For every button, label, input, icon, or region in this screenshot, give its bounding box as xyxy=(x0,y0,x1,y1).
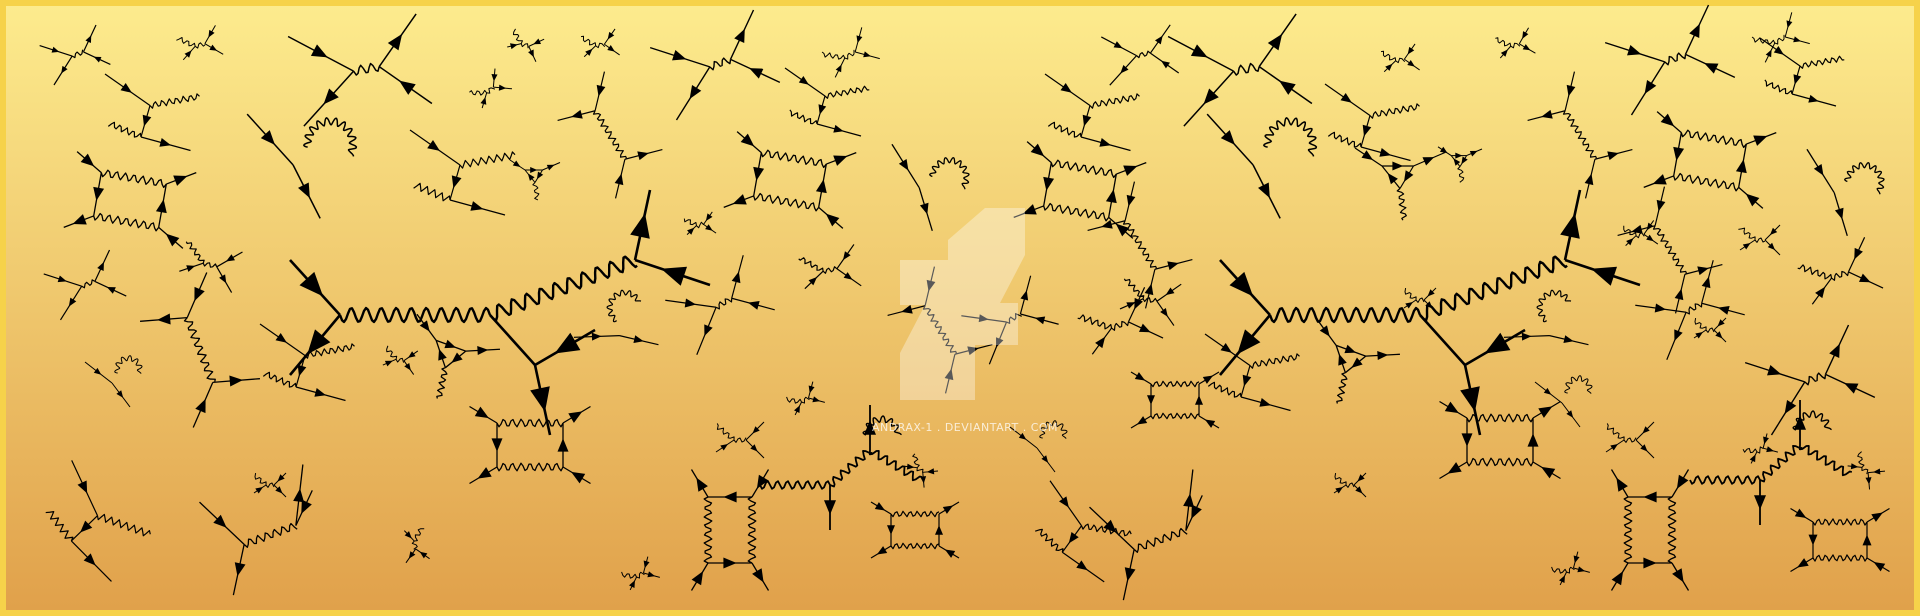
feynman-diagram xyxy=(507,28,545,62)
feynman-diagram xyxy=(45,460,151,582)
feynman-diagram xyxy=(1087,181,1193,309)
feynman-diagram xyxy=(84,355,143,408)
feynman-diagram xyxy=(409,129,516,216)
feynman-diagram xyxy=(784,67,870,137)
feynman-diagram xyxy=(683,211,717,235)
feynman-diagram xyxy=(690,469,770,591)
feynman-diagram xyxy=(1324,83,1420,162)
feynman-diagram xyxy=(1495,27,1536,59)
feynman-diagram xyxy=(1605,421,1655,459)
watermark-text: ANDRAX-1 . DEVIANTART . COM xyxy=(871,421,1059,434)
feynman-diagram xyxy=(509,159,561,201)
feynman-diagram xyxy=(104,73,200,152)
feynman-diagram xyxy=(179,241,243,293)
feynman-diagram xyxy=(1806,148,1885,236)
feynman-diagram xyxy=(1503,289,1589,346)
feynman-diagram xyxy=(139,272,261,428)
feynman-diagram xyxy=(1527,71,1633,199)
feynman-diagram xyxy=(1635,260,1745,361)
feynman-diagram xyxy=(403,528,430,564)
feynman-diagram xyxy=(1100,24,1180,86)
feynman-diagram xyxy=(1742,433,1779,464)
feynman-diagram xyxy=(891,143,970,231)
feynman-diagram xyxy=(43,249,127,321)
feynman-diagram xyxy=(1077,287,1164,355)
feynman-diagram xyxy=(1403,287,1437,313)
feynman-diagram xyxy=(1130,371,1220,429)
large-feynman-diagram xyxy=(1219,189,1641,436)
feynman-diagram xyxy=(798,244,862,290)
feynman-diagram xyxy=(887,266,993,394)
feynman-diagram xyxy=(786,381,825,416)
feynman-diagram xyxy=(1009,420,1068,473)
feynman-diagram xyxy=(1316,318,1401,404)
feynman-diagram xyxy=(1333,472,1367,498)
feynman-diagram xyxy=(665,255,775,356)
feynman-diagram xyxy=(469,405,591,485)
feynman-diagram xyxy=(1847,451,1886,490)
feynman-diagram xyxy=(1206,113,1318,219)
feynman-diagram xyxy=(1089,469,1203,601)
feynman-diagram xyxy=(1744,324,1876,436)
feynman-diagram xyxy=(1759,37,1845,107)
feynman-diagram xyxy=(1623,220,1659,247)
feynman-diagram xyxy=(580,28,620,58)
feynman-diagram xyxy=(870,501,960,559)
feynman-diagram xyxy=(1610,469,1690,591)
feynman-diagram xyxy=(1617,186,1723,314)
feynman-diagram xyxy=(1354,147,1446,221)
feynman-diagram xyxy=(1604,4,1736,116)
feynman-diagram xyxy=(1797,237,1884,305)
feynman-diagram xyxy=(1044,73,1140,152)
feynman-diagram xyxy=(259,323,355,402)
feynman-diagram xyxy=(904,453,939,488)
feynman-diagram xyxy=(1534,375,1593,428)
feynman-diagram xyxy=(1380,43,1420,73)
feynman-diagram xyxy=(1751,12,1810,63)
feynman-diagram xyxy=(961,275,1059,365)
feynman-diagram xyxy=(469,68,513,109)
feynman-diagram xyxy=(1439,400,1561,480)
feynman-diagram xyxy=(759,405,923,530)
feynman-diagram xyxy=(382,345,419,375)
feynman-diagram xyxy=(1204,333,1300,412)
feynman-diagram xyxy=(1738,224,1781,256)
feynman-diagram xyxy=(63,151,197,249)
feynman-diagram xyxy=(649,9,781,121)
feynman-diagram xyxy=(723,131,857,229)
feynman-diagram xyxy=(1643,111,1777,209)
feynman-diagram xyxy=(253,472,287,498)
feynman-diagram xyxy=(287,13,433,127)
feynman-diagram xyxy=(1035,480,1132,583)
feynman-diagram xyxy=(573,289,659,346)
feynman-diagram xyxy=(1013,141,1147,239)
feynman-diagram xyxy=(1551,551,1590,586)
feynman-diagram xyxy=(821,27,880,78)
feynman-diagram xyxy=(199,464,313,596)
feynman-diagram xyxy=(1167,13,1313,127)
feynman-diagram xyxy=(176,25,224,61)
large-feynman-diagram xyxy=(289,189,711,436)
feynman-diagram xyxy=(621,556,660,591)
feynman-diagram xyxy=(1790,507,1890,573)
feynman-diagram xyxy=(557,71,663,199)
feynman-diagram xyxy=(1437,146,1483,183)
feynman-diagram xyxy=(39,24,111,86)
feynman-diagram xyxy=(1689,400,1853,525)
feynman-diagram xyxy=(1693,317,1727,343)
feynman-diagram xyxy=(715,421,765,459)
feynman-diagram xyxy=(246,113,358,219)
feynman-diagram xyxy=(1119,278,1182,326)
